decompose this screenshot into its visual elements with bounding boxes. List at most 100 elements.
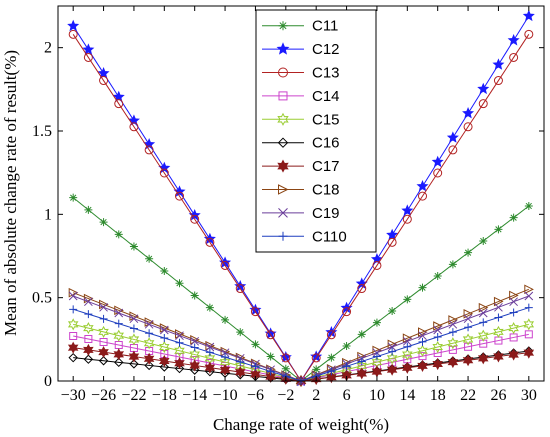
point bbox=[432, 340, 443, 354]
point bbox=[447, 337, 459, 350]
point bbox=[205, 303, 214, 312]
x-tick-label: 18 bbox=[430, 387, 446, 404]
point bbox=[509, 52, 519, 62]
point bbox=[145, 254, 154, 263]
point bbox=[447, 356, 459, 369]
y-tick-label: 0 bbox=[44, 373, 52, 390]
point bbox=[402, 361, 413, 374]
point bbox=[69, 332, 78, 340]
point bbox=[277, 137, 289, 148]
point bbox=[493, 325, 504, 338]
point bbox=[99, 299, 109, 310]
point bbox=[69, 305, 78, 314]
x-tick-label: 26 bbox=[490, 387, 506, 404]
point bbox=[431, 155, 444, 168]
point bbox=[507, 34, 520, 46]
point bbox=[386, 228, 399, 241]
point bbox=[143, 352, 155, 365]
point bbox=[68, 291, 78, 301]
point bbox=[114, 357, 124, 368]
point bbox=[160, 334, 169, 342]
point bbox=[524, 202, 533, 210]
point bbox=[114, 230, 123, 239]
point bbox=[478, 302, 489, 313]
point bbox=[84, 297, 93, 307]
point bbox=[509, 290, 519, 301]
point bbox=[235, 284, 245, 294]
point bbox=[478, 308, 488, 318]
point bbox=[311, 353, 321, 363]
point bbox=[418, 331, 427, 341]
point bbox=[113, 329, 125, 342]
point bbox=[174, 363, 185, 374]
point bbox=[357, 330, 366, 339]
x-tick-label: −30 bbox=[61, 387, 86, 404]
point bbox=[310, 350, 323, 362]
x-axis-title: Change rate of weight(%) bbox=[213, 415, 389, 434]
point bbox=[464, 342, 473, 351]
x-tick-label: 14 bbox=[399, 387, 415, 404]
point bbox=[478, 99, 488, 109]
point bbox=[477, 352, 489, 365]
point bbox=[128, 333, 140, 346]
point bbox=[265, 370, 276, 383]
point bbox=[357, 284, 367, 294]
point bbox=[236, 357, 245, 366]
point bbox=[175, 279, 184, 288]
point bbox=[83, 354, 94, 364]
legend-entry: C17 bbox=[262, 158, 340, 175]
point bbox=[417, 344, 428, 357]
point bbox=[522, 9, 535, 22]
point bbox=[477, 82, 490, 95]
x-tick-label: −2 bbox=[277, 387, 294, 404]
point bbox=[144, 145, 154, 155]
point bbox=[264, 327, 277, 339]
point bbox=[84, 335, 93, 343]
point bbox=[462, 333, 474, 346]
point bbox=[98, 346, 109, 359]
point bbox=[432, 357, 443, 371]
point bbox=[312, 365, 321, 374]
point bbox=[251, 340, 260, 349]
point bbox=[327, 353, 336, 362]
point bbox=[401, 204, 414, 216]
point bbox=[387, 342, 397, 352]
legend-label: C110 bbox=[312, 228, 347, 245]
point bbox=[277, 159, 289, 173]
y-tick-label: 1.5 bbox=[32, 123, 52, 140]
point bbox=[416, 180, 429, 192]
point bbox=[448, 315, 458, 325]
point bbox=[402, 348, 413, 361]
point bbox=[463, 314, 473, 324]
point bbox=[98, 356, 109, 366]
legend-entry: C110 bbox=[262, 228, 347, 245]
point bbox=[479, 318, 488, 327]
legend-entry: C12 bbox=[262, 41, 340, 58]
series-C17 bbox=[67, 341, 535, 388]
point bbox=[82, 43, 95, 55]
point bbox=[205, 348, 214, 357]
point bbox=[129, 242, 138, 251]
point bbox=[251, 362, 260, 371]
point bbox=[220, 348, 230, 358]
point bbox=[402, 336, 412, 346]
point bbox=[276, 42, 290, 55]
point bbox=[509, 297, 518, 307]
point bbox=[174, 357, 185, 370]
legend-label: C17 bbox=[312, 158, 340, 175]
point bbox=[69, 193, 78, 202]
point bbox=[524, 291, 534, 301]
legend-box bbox=[255, 9, 377, 253]
legend-label: C19 bbox=[312, 205, 340, 222]
point bbox=[508, 348, 519, 361]
x-tick-label: −22 bbox=[121, 387, 146, 404]
point bbox=[386, 352, 398, 365]
point bbox=[278, 91, 288, 101]
point bbox=[114, 99, 124, 109]
legend-entry: C15 bbox=[262, 111, 340, 128]
point bbox=[448, 319, 458, 329]
point bbox=[342, 342, 351, 350]
point bbox=[387, 237, 397, 247]
point bbox=[159, 168, 169, 178]
point bbox=[129, 324, 138, 333]
